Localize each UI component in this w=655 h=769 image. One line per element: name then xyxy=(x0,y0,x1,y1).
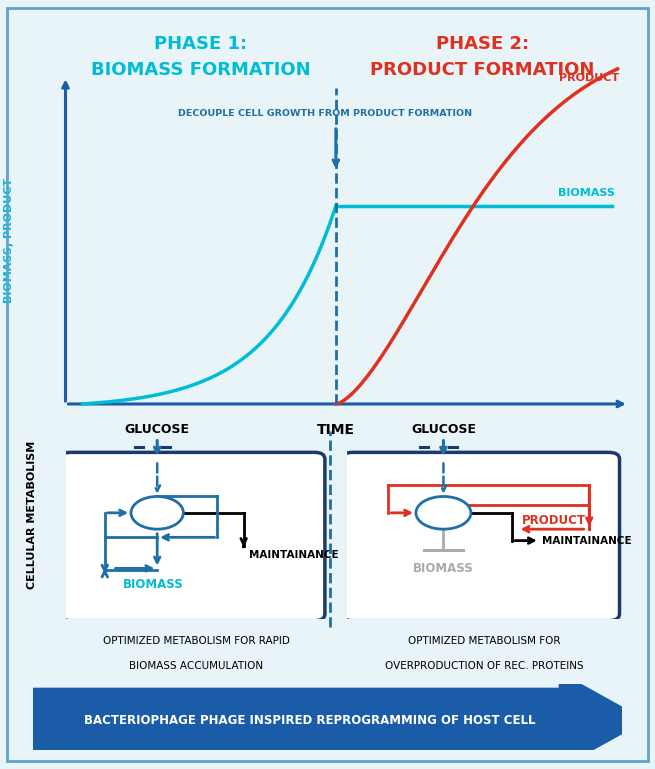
Text: BIOMASS: BIOMASS xyxy=(413,562,474,575)
Circle shape xyxy=(416,497,471,529)
Text: PRODUCT FORMATION: PRODUCT FORMATION xyxy=(370,62,595,79)
Text: DECOUPLE CELL GROWTH FROM PRODUCT FORMATION: DECOUPLE CELL GROWTH FROM PRODUCT FORMAT… xyxy=(178,109,472,118)
Text: GLUCOSE: GLUCOSE xyxy=(411,423,476,436)
FancyBboxPatch shape xyxy=(342,452,620,621)
Text: GLUCOSE: GLUCOSE xyxy=(124,423,190,436)
Text: OPTIMIZED METABOLISM FOR RAPID: OPTIMIZED METABOLISM FOR RAPID xyxy=(103,637,290,647)
Text: BIOMASS ACCUMULATION: BIOMASS ACCUMULATION xyxy=(130,661,263,671)
Text: BIOMASS: BIOMASS xyxy=(123,578,184,591)
Text: MAINTAINANCE: MAINTAINANCE xyxy=(542,535,632,546)
Text: BACTERIOPHAGE PHAGE INSPIRED REPROGRAMMING OF HOST CELL: BACTERIOPHAGE PHAGE INSPIRED REPROGRAMMI… xyxy=(84,714,536,727)
Text: MAINTAINANCE: MAINTAINANCE xyxy=(249,551,339,561)
Text: BIOMASS, PRODUCT: BIOMASS, PRODUCT xyxy=(4,178,14,303)
FancyBboxPatch shape xyxy=(21,671,647,769)
Text: OVERPRODUCTION OF REC. PROTEINS: OVERPRODUCTION OF REC. PROTEINS xyxy=(385,661,584,671)
Text: TIME: TIME xyxy=(317,423,355,437)
Text: OPTIMIZED METABOLISM FOR: OPTIMIZED METABOLISM FOR xyxy=(409,637,561,647)
Text: BIOMASS: BIOMASS xyxy=(558,188,614,198)
Text: PRODUCT: PRODUCT xyxy=(521,514,586,528)
Text: BIOMASS FORMATION: BIOMASS FORMATION xyxy=(91,62,310,79)
FancyBboxPatch shape xyxy=(60,452,325,621)
Text: PHASE 2:: PHASE 2: xyxy=(436,35,529,52)
Circle shape xyxy=(131,497,183,529)
Text: CELLULAR METABOLISM: CELLULAR METABOLISM xyxy=(27,441,37,589)
Text: PRODUCT: PRODUCT xyxy=(559,72,619,82)
Text: PHASE 1:: PHASE 1: xyxy=(154,35,247,52)
